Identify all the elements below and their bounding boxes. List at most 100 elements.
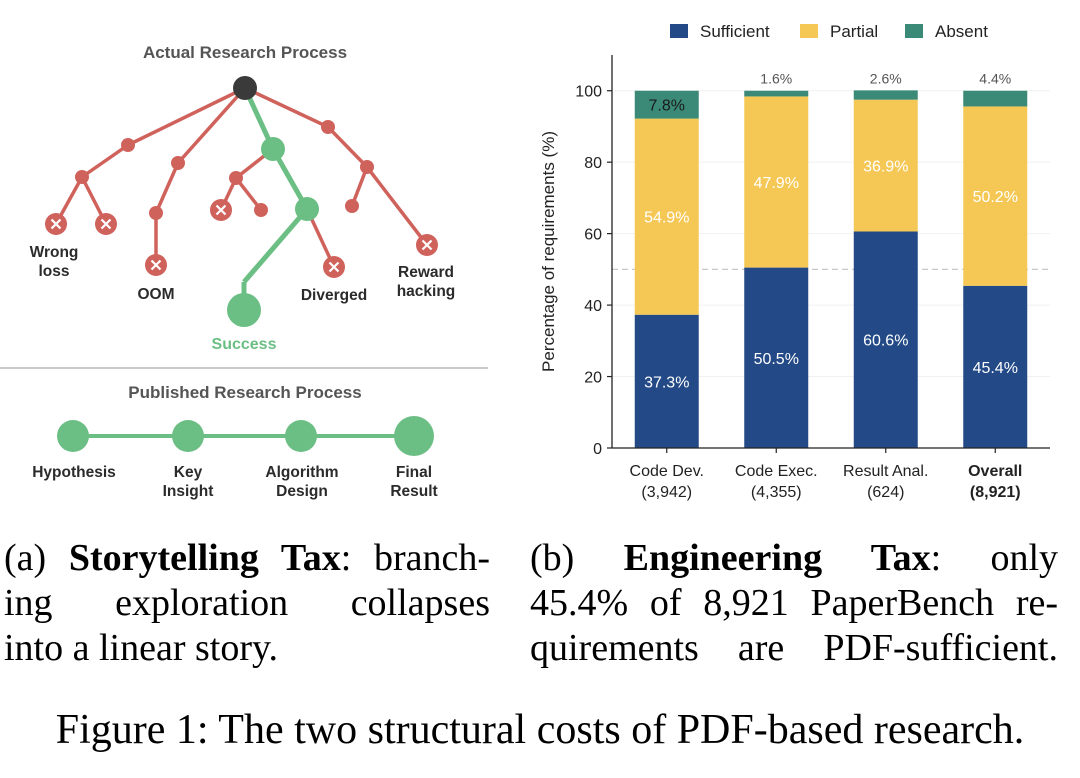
root-node: [233, 76, 257, 100]
edge: [365, 165, 429, 247]
label-reward-hacking-line1: Reward: [398, 264, 454, 281]
y-tick-label: 20: [584, 370, 602, 387]
actual-process-title: Actual Research Process: [143, 43, 347, 62]
y-axis-label: Percentage of requirements (%): [539, 131, 558, 372]
branch-node: [229, 171, 243, 185]
data-label: 50.2%: [973, 189, 1018, 206]
label-reward-hacking-line2: hacking: [397, 283, 456, 300]
step-label: Final: [396, 464, 432, 481]
bar-absent: [634, 90, 699, 119]
legend-label-sufficient: Sufficient: [700, 22, 770, 41]
caption-b-rest: : only: [930, 537, 1059, 579]
caption-b-bold: Engineering Tax: [623, 537, 931, 579]
x-tick-count: (3,942): [641, 484, 692, 501]
caption-b-line1: (b) Engineering Tax: only: [530, 536, 1058, 581]
caption-a-line1: (a) Storytelling Tax: branch-: [4, 536, 490, 581]
x-tick-count: (8,921): [970, 484, 1021, 501]
edge: [326, 125, 369, 169]
bar-partial: [853, 99, 918, 232]
x-circle-icon: [145, 254, 167, 276]
branch-node: [75, 170, 89, 184]
failure-nodes: [75, 120, 374, 220]
bar-absent: [744, 90, 809, 97]
branch-node: [360, 160, 374, 174]
bar-partial: [634, 118, 699, 315]
x-tick-count: (624): [867, 484, 904, 501]
x-tick-label: Result Anal.: [843, 463, 928, 480]
data-label: 7.8%: [649, 98, 685, 115]
edge: [244, 86, 329, 129]
y-tick-label: 0: [593, 441, 602, 458]
published-process-title: Published Research Process: [128, 383, 361, 402]
x-circle-icon: [210, 199, 232, 221]
data-label: 1.6%: [760, 71, 792, 87]
success-node: [295, 197, 319, 221]
step-node: [172, 420, 204, 452]
data-label: 45.4%: [973, 360, 1018, 377]
success-nodes: [227, 137, 319, 327]
step-label: Result: [390, 483, 437, 500]
bar-absent: [963, 90, 1028, 107]
caption-b-prefix: (b): [530, 537, 624, 579]
x-tick-label: Code Exec.: [735, 463, 818, 480]
edge: [176, 86, 247, 165]
branch-node: [254, 203, 268, 217]
edge: [242, 207, 309, 284]
label-oom: OOM: [137, 286, 174, 303]
x-tick-count: (4,355): [751, 484, 802, 501]
caption-a-prefix: (a): [4, 537, 69, 579]
step-label: Algorithm: [265, 464, 338, 481]
panel-a-diagram: Actual Research Process: [0, 43, 488, 500]
bar-sufficient: [853, 231, 918, 448]
step-label: Key: [174, 464, 203, 481]
label-wrong-loss-line2: loss: [38, 263, 69, 280]
edge: [154, 162, 180, 214]
bar-sufficient: [634, 314, 699, 448]
y-tick-label: 100: [575, 84, 602, 101]
bar-partial: [963, 106, 1028, 286]
bar-sufficient: [963, 285, 1028, 448]
data-label: 2.6%: [870, 70, 902, 86]
data-label: 60.6%: [863, 333, 908, 350]
branch-node: [171, 156, 185, 170]
y-tick-label: 80: [584, 155, 602, 172]
x-circle-icon: [45, 213, 67, 235]
branch-node: [345, 199, 359, 213]
label-wrong-loss-line1: Wrong: [30, 244, 79, 261]
bar-absent: [853, 90, 918, 100]
data-label: 54.9%: [644, 210, 689, 227]
legend-label-partial: Partial: [830, 22, 878, 41]
data-label: 37.3%: [644, 374, 689, 391]
caption-b: (b) Engineering Tax: only 45.4% of 8,921…: [530, 536, 1058, 671]
step-label: Insight: [163, 483, 214, 500]
failure-markers: [45, 199, 438, 278]
success-end-node: [227, 293, 261, 327]
edge: [81, 143, 129, 179]
caption-a-line3: into a linear story.: [4, 627, 279, 669]
legend-swatch-partial: [800, 24, 818, 38]
bar-partial: [744, 96, 809, 268]
caption-a-line2: ing exploration collapses: [4, 582, 490, 624]
y-tick-label: 60: [584, 227, 602, 244]
y-tick-label: 40: [584, 298, 602, 315]
caption-a-rest: : branch-: [340, 537, 490, 579]
data-label: 47.9%: [754, 175, 799, 192]
success-node: [261, 137, 285, 161]
final-step-node: [394, 416, 434, 456]
step-node: [285, 420, 317, 452]
caption-a-bold: Storytelling Tax: [68, 537, 341, 579]
branch-node: [121, 138, 135, 152]
x-tick-label: Code Dev.: [630, 463, 704, 480]
legend-label-absent: Absent: [935, 22, 988, 41]
x-circle-icon: [95, 213, 117, 235]
linear-nodes: [57, 416, 434, 456]
bar-sufficient: [744, 267, 809, 448]
label-success: Success: [212, 336, 277, 353]
label-diverged: Diverged: [301, 287, 367, 304]
panel-b-chart: 37.3% 54.9% 7.8% 50.5% 47.9% 1.6% 60.6% 36.9% 2.…: [539, 22, 1050, 501]
x-circle-icon: [323, 256, 345, 278]
x-tick-label: Overall: [968, 463, 1022, 480]
figure-caption: Figure 1: The two structural costs of PD…: [55, 707, 1025, 753]
x-circle-icon: [416, 234, 438, 256]
caption-a: (a) Storytelling Tax: branch- ing explor…: [4, 536, 490, 671]
